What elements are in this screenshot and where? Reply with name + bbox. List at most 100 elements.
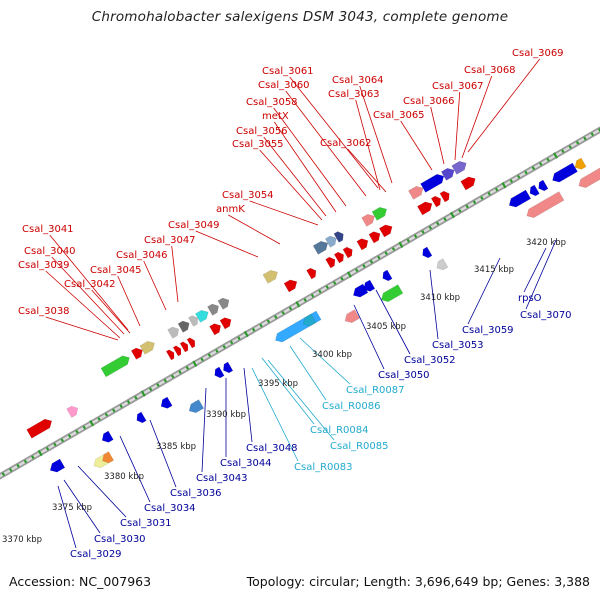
gene-shape [207,303,219,316]
major-tick [192,360,198,367]
gene-shape [378,224,393,238]
gene-42 [101,430,114,443]
gene-shape [382,269,393,282]
gene-shape [361,213,375,227]
minor-tick [369,259,374,264]
major-tick [398,241,404,248]
gene-24 [333,251,344,264]
gene-21 [324,235,337,248]
tick-label-1: 3375 kbp [52,503,92,513]
upper-label-leader-16 [195,230,259,258]
gene-15 [207,303,219,316]
minor-tick [517,174,521,179]
major-tick [346,271,352,278]
rna-label-3: Csal_R0085 [330,441,389,452]
minor-tick [465,204,469,209]
upper-label-7: Csal_3066 [403,96,455,107]
minor-tick [384,251,388,256]
minor-tick [362,264,366,268]
tick-label-3: 3385 kbp [156,442,196,452]
gene-11 [188,315,199,327]
upper-label-leader-23 [91,289,131,334]
gene-shape [26,418,53,439]
minor-tick [1,472,6,477]
gene-8 [186,337,196,349]
upper-label-leader-3 [359,85,393,184]
gene-shape [529,184,540,197]
upper-label-leader-15 [228,214,281,245]
upper-label-leader-1 [461,75,493,159]
rna-label-leader-4 [251,367,299,462]
upper-label-10: metX [262,111,289,122]
minor-tick [185,366,190,370]
lower-label-leader-0 [525,239,557,310]
upper-label-19: Csal_3040 [24,246,76,257]
minor-tick [222,344,226,349]
rna-label-4: Csal_R0083 [294,462,353,473]
gene-shape [420,173,445,193]
minor-tick [266,319,271,324]
gene-shape [139,340,155,355]
gene-shape [217,297,230,310]
minor-tick [259,323,263,328]
upper-label-6: Csal_3063 [328,89,380,100]
minor-tick [112,408,116,413]
upper-label-23: Csal_3042 [64,279,116,290]
minor-tick [9,468,13,472]
lower-label-11: Csal_3031 [120,518,172,529]
minor-tick [288,306,293,311]
lower-label-13: Csal_3029 [70,549,122,560]
gene-shape [100,355,130,378]
upper-label-12: Csal_3062 [320,138,372,149]
gene-59 [529,184,540,197]
lower-label-5: Csal_3050 [378,370,430,381]
minor-tick [377,255,381,260]
gene-0 [26,418,53,439]
tick-label-9: 3415 kbp [474,265,514,275]
gene-shape [179,341,189,353]
upper-label-leader-22 [117,275,141,327]
gene-56 [436,258,449,271]
tick-label-7: 3405 kbp [366,322,406,332]
minor-tick [531,166,536,171]
minor-tick [68,434,72,438]
gene-2 [100,355,130,378]
upper-label-leader-9 [400,120,433,171]
gene-5 [165,349,175,361]
gene-12 [209,323,222,336]
gene-shape [460,176,476,191]
gene-52 [363,279,376,292]
gene-7 [179,341,189,353]
gene-shape [526,191,565,219]
gene-23 [325,256,336,269]
minor-tick [480,196,484,200]
major-tick [450,211,455,219]
minor-tick [487,191,491,196]
gene-shape [262,269,278,284]
minor-tick [561,149,565,154]
minor-tick [436,221,440,226]
lower-label-leader-5 [353,304,385,370]
minor-tick [391,247,396,251]
gene-6 [172,345,182,357]
minor-tick [237,336,241,341]
rna-label-0: Csal_R0087 [346,385,405,396]
lower-label-leader-11 [77,465,127,518]
gene-shape [344,309,360,324]
gene-25 [342,246,353,259]
minor-tick [82,425,86,430]
gene-29 [368,231,381,244]
lower-label-2: Csal_3059 [462,325,514,336]
upper-label-24: Csal_3038 [18,306,70,317]
gene-shape [578,166,600,189]
minor-tick [406,238,410,243]
minor-tick [163,378,167,383]
minor-tick [126,400,131,404]
gene-shape [381,284,404,303]
minor-tick [104,412,109,417]
upper-label-17: Csal_3041 [22,224,74,235]
lower-label-leader-6 [243,367,253,443]
minor-tick [119,404,123,409]
gene-shape [417,201,433,216]
